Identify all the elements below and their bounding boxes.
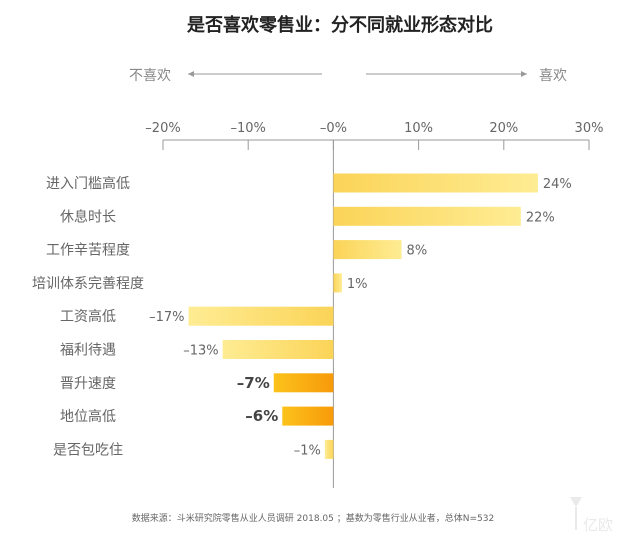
value-label: –17% xyxy=(149,310,184,325)
bar xyxy=(333,240,402,260)
value-label: 22% xyxy=(526,210,555,225)
watermark-logo-icon xyxy=(570,497,582,530)
bar xyxy=(273,373,334,393)
category-label: 工资高低 xyxy=(60,308,116,325)
value-label: –1% xyxy=(294,443,321,458)
dislike-arrow-icon xyxy=(188,71,194,77)
watermark: 亿欧 xyxy=(570,497,613,534)
like-arrow-icon xyxy=(521,71,527,77)
category-label: 工作辛苦程度 xyxy=(46,243,130,259)
like-label: 喜欢 xyxy=(539,68,567,84)
category-label: 进入门槛高低 xyxy=(46,175,130,192)
value-label: –6% xyxy=(245,407,278,425)
bars xyxy=(188,173,538,459)
x-tick-label: 30% xyxy=(575,121,604,136)
x-tick-label: –0% xyxy=(320,121,347,136)
value-label: 1% xyxy=(347,277,368,292)
value-label: 8% xyxy=(407,244,428,259)
category-label: 地位高低 xyxy=(60,408,116,425)
x-tick-label: –20% xyxy=(145,121,180,136)
bar xyxy=(333,206,521,226)
bar xyxy=(333,173,538,193)
bar xyxy=(324,439,334,459)
category-label: 休息时长 xyxy=(60,208,116,225)
bar xyxy=(222,340,334,359)
category-labels: 进入门槛高低休息时长工作辛苦程度培训体系完善程度工资高低福利待遇晋升速度地位高低… xyxy=(32,175,144,458)
value-label: –7% xyxy=(237,374,270,392)
direction-legend: 不喜欢 喜欢 xyxy=(129,68,567,84)
value-label: –13% xyxy=(183,344,218,359)
dislike-label: 不喜欢 xyxy=(129,68,171,84)
value-labels: 24% 22% 8% 1% –17% –13% –7% –6% –1% xyxy=(149,177,572,458)
category-label: 是否包吃住 xyxy=(53,442,123,458)
x-tick-label: –10% xyxy=(230,121,265,136)
source-note: 数据来源：斗米研究院零售从业人员调研 2018.05 ；基数为零售行业从业者，总… xyxy=(132,512,494,524)
chart-title: 是否喜欢零售业：分不同就业形态对比 xyxy=(186,14,493,36)
category-label: 福利待遇 xyxy=(60,343,116,359)
bar xyxy=(282,406,334,426)
bar xyxy=(188,306,334,326)
x-tick-label: 10% xyxy=(404,121,433,136)
watermark-text: 亿欧 xyxy=(583,516,613,534)
category-label: 培训体系完善程度 xyxy=(32,276,144,292)
value-label: 24% xyxy=(543,177,572,192)
x-tick-label: 20% xyxy=(489,121,518,136)
x-axis: –20% –10% –0% 10% 20% 30% xyxy=(145,121,603,488)
category-label: 晋升速度 xyxy=(60,376,116,392)
bar xyxy=(333,273,342,293)
